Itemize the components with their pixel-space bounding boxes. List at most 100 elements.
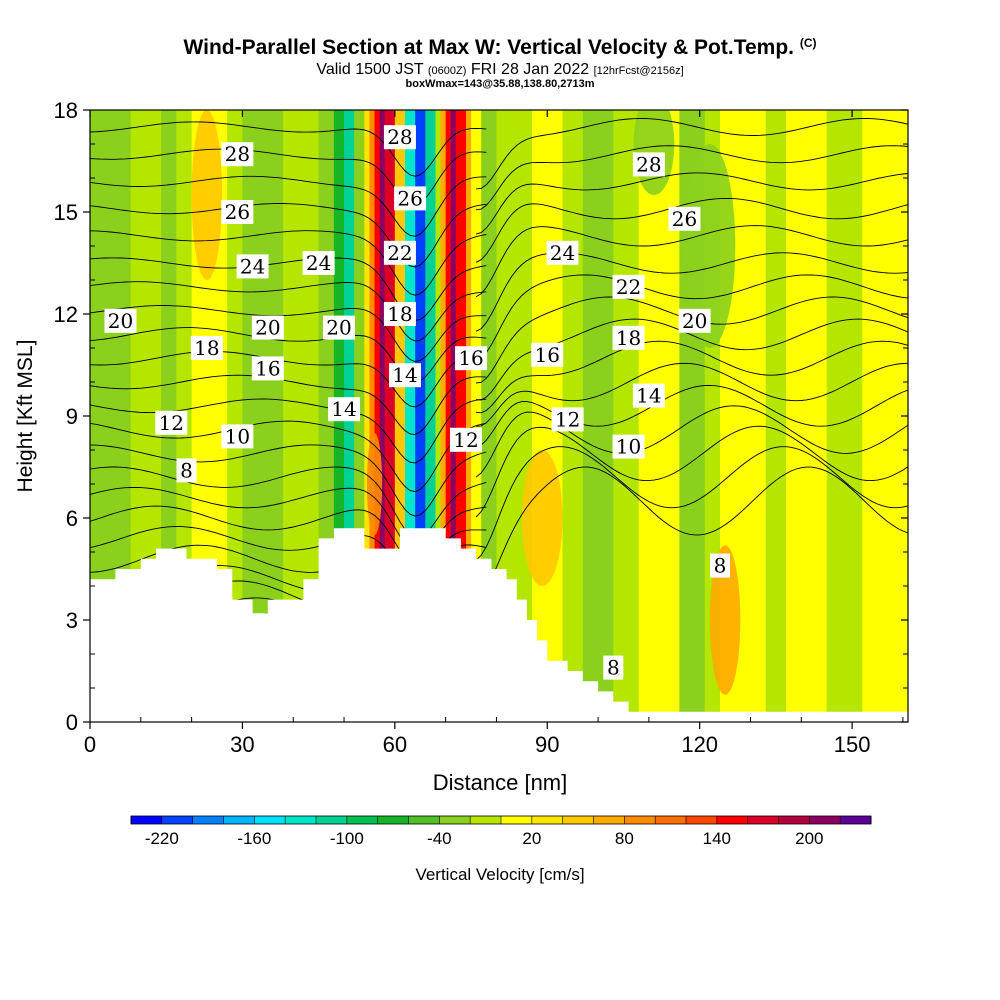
y-tick-label: 3	[66, 608, 78, 633]
label-text: 10	[616, 435, 641, 459]
theta-contour-line	[476, 145, 908, 211]
label-text: 16	[535, 343, 560, 367]
velocity-band	[471, 110, 482, 722]
theta-contour-label: 20	[678, 308, 711, 333]
velocity-band	[765, 110, 787, 722]
label-text: 20	[255, 316, 280, 340]
label-box	[603, 655, 624, 680]
label-text: 22	[616, 275, 641, 299]
velocity-band	[455, 110, 467, 722]
theta-contour-line	[90, 420, 487, 493]
theta-contour-line	[475, 274, 908, 361]
y-tick-label: 12	[54, 302, 78, 327]
y-tick-label: 15	[54, 200, 78, 225]
colorbar-swatch	[192, 816, 224, 824]
theta-contour-line	[475, 197, 908, 263]
velocity-band	[394, 110, 406, 722]
x-tick-label: 120	[681, 732, 718, 757]
label-text: 26	[397, 186, 422, 210]
velocity-band	[384, 110, 396, 722]
colorbar-tick-label: -220	[145, 829, 179, 848]
label-text: 22	[387, 241, 412, 265]
chart-box-info: boxWmax=143@35.88,138.80,2713m	[405, 78, 595, 90]
colorbar-tick-label: 20	[522, 829, 541, 848]
colorbar-swatch	[316, 816, 348, 824]
label-box	[176, 458, 197, 483]
theta-contour-label: 8	[603, 655, 624, 680]
theta-contour-label: 16	[531, 342, 564, 367]
colorbar-swatch	[840, 816, 872, 824]
label-box	[155, 410, 188, 435]
velocity-blob	[684, 144, 736, 348]
label-box	[251, 315, 284, 340]
label-box	[531, 342, 564, 367]
theta-contour-label: 12	[155, 410, 188, 435]
label-text: 20	[326, 316, 351, 340]
y-tick-label: 6	[66, 506, 78, 531]
label-text: 10	[225, 424, 250, 448]
colorbar-tick-label: -100	[330, 829, 364, 848]
label-text: 8	[714, 554, 727, 578]
label-box	[455, 346, 488, 371]
colorbar-swatch	[285, 816, 317, 824]
label-text: 24	[306, 251, 331, 275]
theta-contour-label: 28	[632, 152, 665, 177]
colorbar-swatch	[408, 816, 440, 824]
theta-contour-label: 8	[710, 553, 731, 578]
label-box	[632, 152, 665, 177]
theta-contour-line	[476, 362, 908, 427]
velocity-band	[826, 110, 863, 722]
terrain-mask	[90, 528, 908, 722]
velocity-band	[425, 110, 436, 722]
theta-contour-label: 8	[176, 458, 197, 483]
colorbar-swatch	[501, 816, 533, 824]
label-box	[551, 407, 584, 432]
label-text: 14	[392, 363, 417, 387]
colorbar-swatch	[716, 816, 749, 824]
theta-contour-label: 12	[551, 407, 584, 432]
colorbar-swatch	[686, 816, 718, 824]
label-box	[221, 424, 254, 449]
label-text: 14	[636, 384, 661, 408]
velocity-blob	[366, 433, 383, 535]
theta-contour-label: 26	[668, 206, 701, 231]
label-box	[546, 240, 579, 265]
x-tick-label: 30	[230, 732, 254, 757]
label-box	[251, 356, 284, 381]
colorbar-swatch	[593, 816, 625, 824]
velocity-band	[582, 110, 614, 722]
theta-contour-line	[90, 305, 487, 362]
colorbar-tick-label: 140	[703, 829, 731, 848]
label-text: 28	[636, 152, 661, 176]
velocity-band	[445, 110, 452, 722]
label-box	[236, 254, 269, 279]
label-box	[632, 383, 665, 408]
label-text: 12	[159, 411, 184, 435]
chart-subtitle: Valid 1500 JST (0600Z) FRI 28 Jan 2022 […	[316, 61, 684, 78]
velocity-band	[415, 110, 426, 722]
label-box	[221, 200, 254, 224]
theta-contour-label: 18	[190, 336, 223, 360]
theta-contour-line	[90, 374, 487, 435]
theta-contour-label: 26	[394, 186, 427, 211]
theta-contour-line	[90, 230, 487, 296]
theta-contour-label: 28	[383, 125, 416, 150]
colorbar-swatch	[624, 816, 656, 824]
theta-contour-line	[475, 384, 908, 448]
theta-contour-label: 16	[251, 356, 284, 381]
theta-contour-label: 24	[546, 240, 579, 265]
label-box	[104, 308, 137, 333]
axes: 0 30 60 90 120 150 0 3 6 9 12 15 18	[54, 98, 908, 757]
label-text: 8	[607, 656, 620, 680]
theta-contour-label: 14	[328, 397, 361, 422]
theta-contour-line	[90, 257, 487, 321]
label-box	[710, 553, 731, 578]
velocity-band	[379, 110, 386, 722]
theta-contour-line	[475, 172, 908, 235]
theta-contour-label: 24	[236, 254, 269, 279]
theta-contour-line	[90, 203, 487, 268]
theta-contour-label: 20	[251, 315, 284, 340]
velocity-band	[405, 110, 416, 722]
velocity-band	[450, 110, 457, 722]
theta-contour-line	[475, 405, 908, 478]
